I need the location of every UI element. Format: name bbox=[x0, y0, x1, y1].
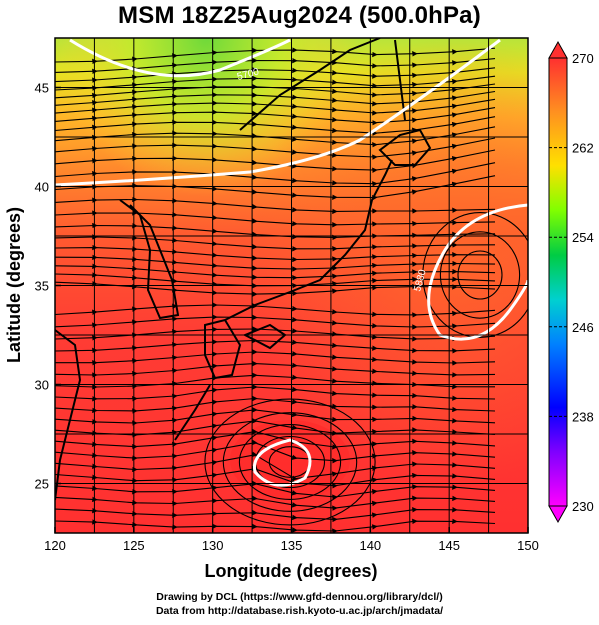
ryukyu-islands bbox=[174, 384, 211, 441]
lon-tick-label: 130 bbox=[202, 538, 224, 553]
streamline bbox=[55, 506, 496, 523]
streamline bbox=[55, 518, 496, 533]
streamline-vortex bbox=[204, 398, 376, 526]
height-contours bbox=[55, 38, 528, 487]
credit-drawing: Drawing by DCL (https://www.gfd-dennou.o… bbox=[156, 591, 443, 603]
lon-tick-label: 140 bbox=[359, 538, 381, 553]
latitude-tick-labels: 25 30 35 40 45 bbox=[35, 81, 61, 492]
lat-tick-label: 30 bbox=[35, 378, 49, 393]
lat-tick-label: 40 bbox=[35, 180, 49, 195]
streamline-vortex bbox=[238, 424, 342, 500]
streamline bbox=[55, 280, 496, 297]
korea-coastline bbox=[119, 199, 180, 320]
streamline bbox=[55, 162, 496, 187]
streamline bbox=[55, 480, 496, 500]
lat-tick-label: 25 bbox=[35, 477, 49, 492]
colorbar-top-arrow bbox=[548, 40, 568, 59]
lon-tick-label: 145 bbox=[438, 538, 460, 553]
streamline-anticyclone bbox=[422, 212, 528, 338]
map-title: MSM 18Z25Aug2024 (500.0hPa) bbox=[118, 2, 481, 29]
contour-east-high bbox=[427, 203, 528, 341]
streamline-anticyclone bbox=[439, 231, 521, 319]
streamline bbox=[55, 465, 496, 489]
sakhalin-coastline bbox=[394, 39, 406, 121]
streamline bbox=[55, 107, 496, 126]
colorbar-tick-label: 238 bbox=[572, 409, 594, 424]
colorbar: 270 262 254 246 238 230 bbox=[548, 40, 594, 524]
longitude-tick-labels: 120 125 130 135 140 145 150 bbox=[44, 527, 539, 553]
x-axis-title: Longitude (degrees) bbox=[204, 561, 377, 581]
china-coastline bbox=[55, 329, 82, 501]
streamline bbox=[55, 126, 496, 148]
contour-typhoon bbox=[252, 438, 312, 487]
honshu-coastline bbox=[224, 159, 393, 321]
colorbar-tick-label: 254 bbox=[572, 230, 594, 245]
grid-lines bbox=[55, 38, 528, 533]
streamline-anticyclone bbox=[457, 250, 503, 300]
lon-tick-label: 120 bbox=[44, 538, 66, 553]
hokkaido-coastline bbox=[378, 128, 432, 166]
lon-tick-label: 125 bbox=[123, 538, 145, 553]
colorbar-tick-label: 270 bbox=[572, 51, 594, 66]
streamline bbox=[55, 137, 496, 160]
colorbar-scale bbox=[548, 57, 568, 507]
russia-coastline bbox=[239, 38, 381, 131]
coastlines bbox=[55, 38, 432, 501]
lat-tick-label: 35 bbox=[35, 279, 49, 294]
contour-mid bbox=[55, 38, 501, 187]
lat-tick-label: 45 bbox=[35, 81, 49, 96]
streamline bbox=[55, 116, 496, 136]
streamline bbox=[55, 149, 496, 173]
colorbar-bottom-arrow bbox=[548, 505, 568, 524]
y-axis-title: Latitude (degrees) bbox=[4, 207, 24, 363]
streamline bbox=[55, 495, 496, 511]
lon-tick-label: 150 bbox=[517, 538, 539, 553]
credit-data: Data from http://database.rish.kyoto-u.a… bbox=[155, 605, 444, 617]
lon-tick-label: 135 bbox=[281, 538, 303, 553]
contour-north bbox=[69, 38, 291, 78]
credits: Drawing by DCL (https://www.gfd-dennou.o… bbox=[0, 590, 599, 618]
colorbar-tick-label: 246 bbox=[572, 320, 594, 335]
streamline-vortex bbox=[222, 412, 358, 512]
streamline bbox=[55, 175, 496, 201]
colorbar-tick-label: 262 bbox=[572, 141, 594, 156]
colorbar-tick-label: 230 bbox=[572, 499, 594, 514]
